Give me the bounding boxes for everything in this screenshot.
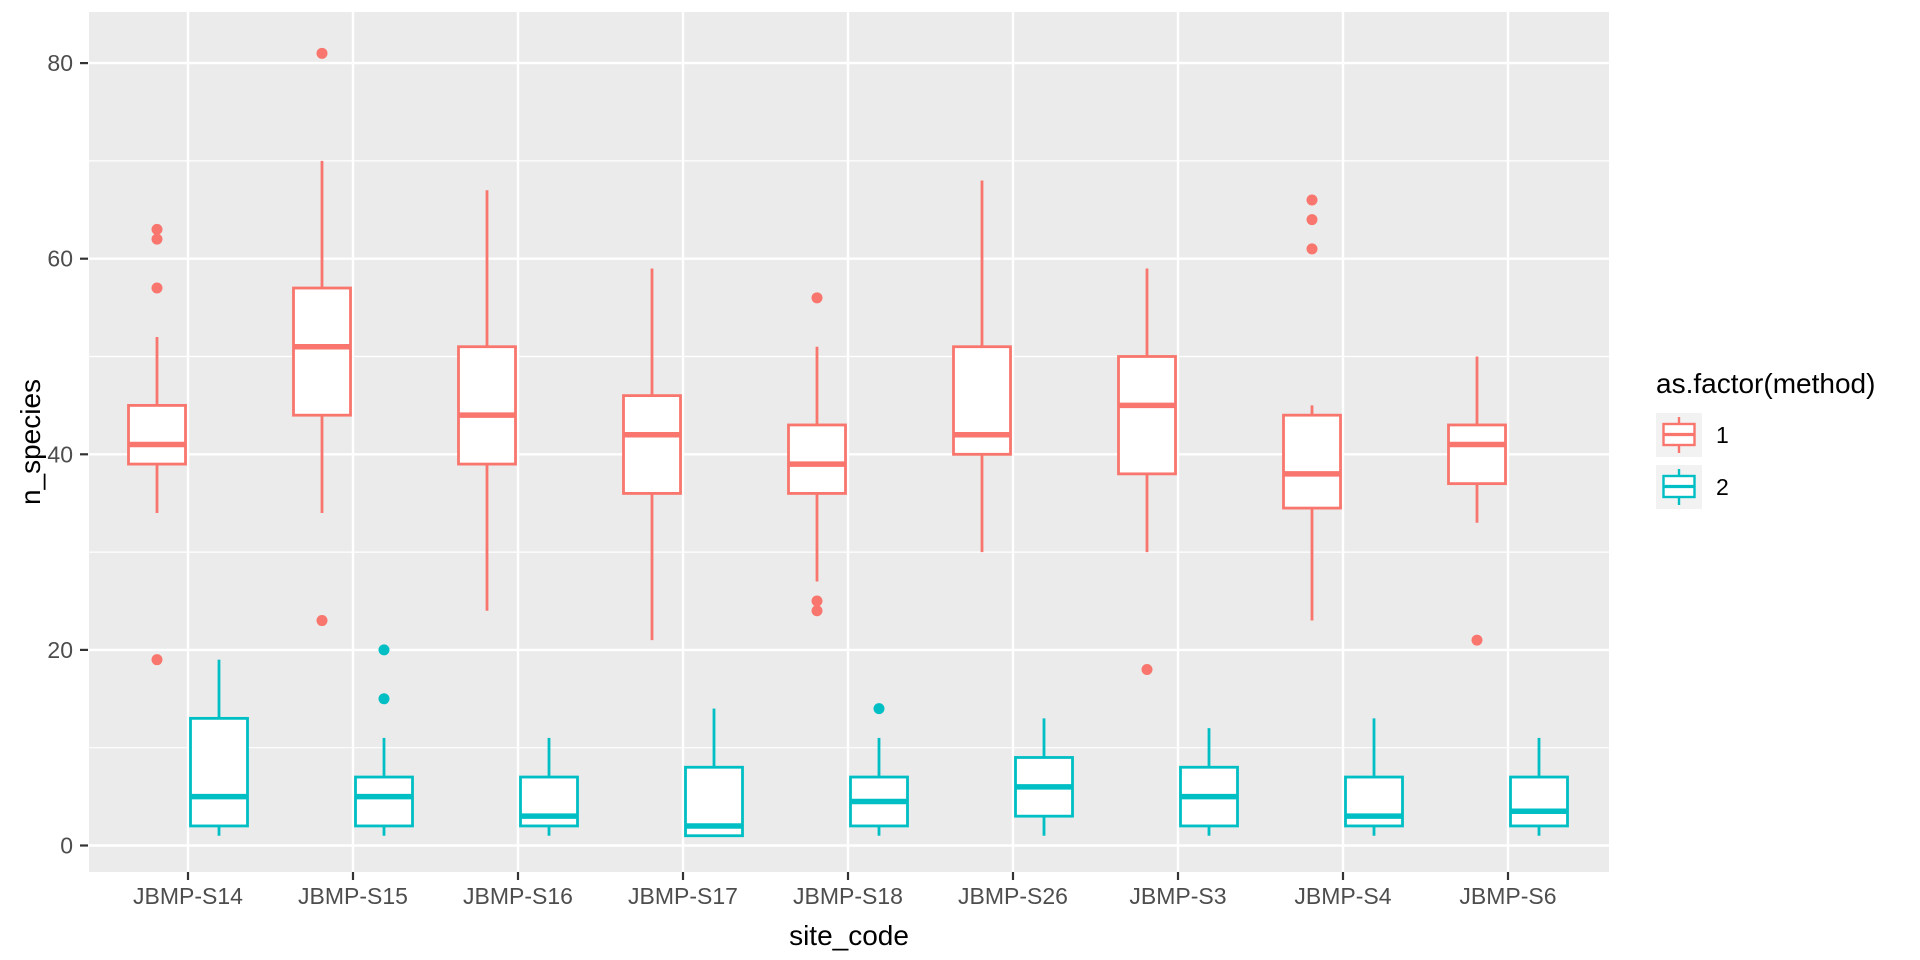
outlier-point: [1306, 214, 1318, 226]
outlier-point: [1306, 243, 1318, 255]
box-rect: [787, 423, 847, 495]
boxplot-method2-JBMP-S15: [354, 644, 414, 836]
outlier-point: [378, 644, 390, 656]
box-rect: [1117, 355, 1177, 476]
boxplot-method2-JBMP-S4: [1344, 718, 1404, 836]
boxplot-method2-JBMP-S18: [849, 703, 909, 836]
boxplot-method1-JBMP-S15: [292, 47, 352, 627]
outlier-point: [1141, 663, 1153, 675]
box-rect: [292, 286, 352, 417]
legend-key-method1: [1656, 413, 1702, 457]
x-axis-title: site_code: [789, 920, 909, 951]
x-tick-label: JBMP-S18: [793, 883, 903, 909]
box-rect: [952, 345, 1012, 456]
outlier-point: [151, 223, 163, 235]
legend-title: as.factor(method): [1656, 368, 1876, 399]
panel-layer: [89, 12, 1609, 872]
x-tick-label: JBMP-S6: [1459, 883, 1556, 909]
y-tick-label: 60: [47, 246, 73, 272]
outlier-point: [1306, 194, 1318, 206]
outlier-point: [151, 233, 163, 245]
outlier-point: [316, 47, 328, 59]
boxplot-method2-JBMP-S6: [1509, 737, 1569, 836]
box-rect: [1447, 423, 1507, 486]
axis-layer: 0 20 40 60 80 JBMP-S14 JBMP-S15 JBMP-S16 JBMP-S1…: [47, 50, 1556, 909]
legend-label-method2: 2: [1716, 473, 1729, 500]
boxplot-method1-JBMP-S16: [457, 190, 517, 611]
outlier-point: [378, 693, 390, 705]
boxplot-method1-JBMP-S4: [1282, 194, 1342, 621]
boxplot-method1-JBMP-S17: [622, 268, 682, 641]
legend-label-method1: 1: [1716, 421, 1729, 448]
boxplot-method1-JBMP-S3: [1117, 268, 1177, 675]
legend-item-method2: 2: [1656, 464, 1906, 510]
outlier-point: [316, 615, 328, 627]
x-tick-label: JBMP-S14: [133, 883, 243, 909]
boxplot-method2-JBMP-S16: [519, 737, 579, 836]
box-rect: [457, 345, 517, 466]
box-rect: [127, 403, 187, 466]
x-tick-label: JBMP-S26: [958, 883, 1068, 909]
x-tick-label: JBMP-S17: [628, 883, 738, 909]
y-axis-title: n_species: [15, 379, 46, 505]
outlier-point: [811, 605, 823, 617]
outlier-point: [873, 703, 885, 715]
y-tick-label: 0: [60, 833, 73, 859]
outlier-point: [811, 292, 823, 304]
box-rect: [622, 394, 682, 495]
x-tick-label: JBMP-S15: [298, 883, 408, 909]
x-tick-label: JBMP-S3: [1129, 883, 1226, 909]
boxplot-method1-JBMP-S14: [127, 223, 187, 666]
legend-key-method2: [1656, 465, 1702, 509]
outlier-point: [811, 595, 823, 607]
legend: as.factor(method) 1: [1656, 368, 1906, 516]
x-tick-label: JBMP-S4: [1294, 883, 1391, 909]
boxplot-method2-JBMP-S17: [684, 708, 744, 838]
box-layer: [127, 47, 1569, 838]
box-rect: [354, 775, 414, 828]
boxplot-method2-JBMP-S3: [1179, 728, 1239, 836]
box-rect: [1509, 775, 1569, 828]
boxplot-method2-JBMP-S26: [1014, 718, 1074, 836]
y-tick-label: 20: [47, 637, 73, 663]
box-rect: [189, 716, 249, 828]
y-tick-label: 80: [47, 50, 73, 76]
box-rect: [1282, 413, 1342, 510]
boxplot-glyph-icon: [1662, 417, 1696, 453]
outlier-point: [1471, 634, 1483, 646]
boxplot-method1-JBMP-S6: [1447, 356, 1507, 646]
boxplot-method1-JBMP-S18: [787, 292, 847, 617]
outlier-point: [151, 654, 163, 666]
legend-item-method1: 1: [1656, 412, 1906, 458]
boxplot-method1-JBMP-S26: [952, 180, 1012, 553]
boxplot-glyph-icon: [1662, 469, 1696, 505]
y-tick-label: 40: [47, 441, 73, 467]
outlier-point: [151, 282, 163, 294]
x-tick-label: JBMP-S16: [463, 883, 573, 909]
boxplot-method2-JBMP-S14: [189, 659, 249, 836]
